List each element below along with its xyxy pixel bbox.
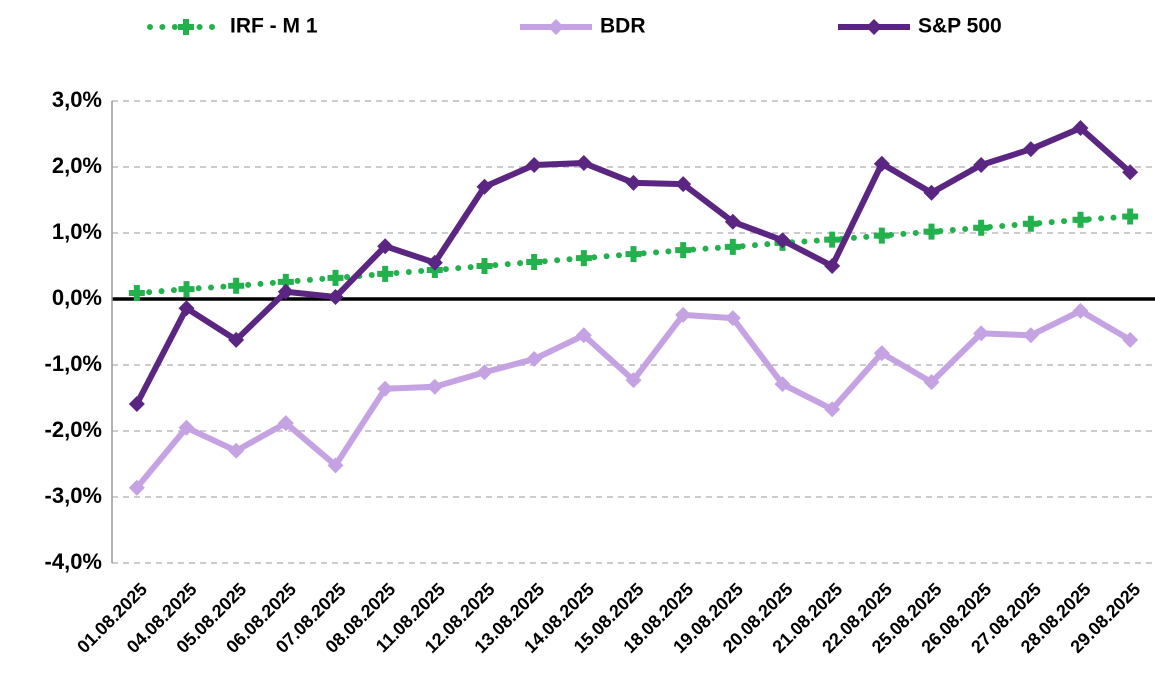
point-marker bbox=[575, 327, 592, 344]
point-marker bbox=[1122, 208, 1139, 225]
point-marker bbox=[228, 442, 245, 459]
y-tick-label: 3,0% bbox=[52, 87, 102, 112]
point-marker bbox=[675, 306, 692, 323]
point-marker bbox=[973, 157, 990, 174]
point-marker bbox=[625, 372, 642, 389]
point-marker bbox=[1072, 211, 1089, 228]
y-tick-label: 0,0% bbox=[52, 285, 102, 310]
legend-label: S&P 500 bbox=[918, 15, 1002, 38]
point-marker bbox=[178, 281, 195, 298]
point-marker bbox=[327, 457, 344, 474]
legend-label: IRF - M 1 bbox=[230, 15, 318, 38]
point-marker bbox=[873, 345, 890, 362]
point-marker bbox=[1072, 120, 1089, 137]
point-marker bbox=[277, 273, 294, 290]
point-marker bbox=[178, 300, 195, 317]
point-marker bbox=[973, 325, 990, 342]
point-marker bbox=[824, 258, 841, 274]
point-marker bbox=[476, 258, 493, 274]
y-tick-label: 1,0% bbox=[52, 219, 102, 244]
legend-marker bbox=[178, 19, 194, 35]
point-marker bbox=[128, 285, 145, 302]
point-marker bbox=[1022, 327, 1039, 344]
point-marker bbox=[526, 351, 543, 368]
point-marker bbox=[923, 184, 940, 201]
point-marker bbox=[873, 155, 890, 172]
point-marker bbox=[327, 269, 344, 286]
point-marker bbox=[228, 277, 245, 294]
point-marker bbox=[426, 254, 443, 271]
point-marker bbox=[724, 310, 741, 327]
y-tick-label: -1,0% bbox=[45, 351, 102, 376]
point-marker bbox=[824, 401, 841, 418]
point-marker bbox=[724, 238, 741, 255]
point-marker bbox=[128, 395, 145, 412]
y-tick-label: -4,0% bbox=[45, 549, 102, 574]
legend-marker bbox=[866, 19, 882, 35]
point-marker bbox=[526, 157, 543, 174]
point-marker bbox=[476, 364, 493, 381]
point-marker bbox=[873, 227, 890, 244]
point-marker bbox=[675, 242, 692, 259]
point-marker bbox=[277, 415, 294, 432]
point-marker bbox=[327, 289, 344, 306]
point-marker bbox=[675, 176, 692, 193]
point-marker bbox=[824, 231, 841, 248]
point-marker bbox=[625, 246, 642, 263]
point-marker bbox=[377, 238, 394, 255]
point-marker bbox=[277, 283, 294, 300]
point-marker bbox=[1122, 164, 1139, 181]
point-marker bbox=[973, 219, 990, 236]
y-tick-label: -2,0% bbox=[45, 417, 102, 442]
point-marker bbox=[923, 223, 940, 240]
point-marker bbox=[1022, 141, 1039, 158]
point-marker bbox=[724, 213, 741, 230]
y-tick-label: -3,0% bbox=[45, 483, 102, 508]
point-marker bbox=[526, 254, 543, 271]
point-marker bbox=[228, 331, 245, 348]
legend-label: BDR bbox=[600, 15, 646, 38]
point-marker bbox=[476, 178, 493, 195]
point-marker bbox=[575, 250, 592, 267]
point-marker bbox=[575, 155, 592, 172]
point-marker bbox=[625, 174, 642, 191]
point-marker bbox=[426, 378, 443, 395]
point-marker bbox=[774, 232, 791, 249]
point-marker bbox=[1122, 331, 1139, 348]
point-marker bbox=[923, 374, 940, 391]
point-marker bbox=[1072, 302, 1089, 319]
point-marker bbox=[377, 380, 394, 397]
point-marker bbox=[774, 376, 791, 393]
point-marker bbox=[128, 479, 145, 496]
legend-marker bbox=[548, 19, 564, 35]
point-marker bbox=[377, 265, 394, 282]
point-marker bbox=[1022, 215, 1039, 232]
y-tick-label: 2,0% bbox=[52, 153, 102, 178]
point-marker bbox=[178, 419, 195, 436]
